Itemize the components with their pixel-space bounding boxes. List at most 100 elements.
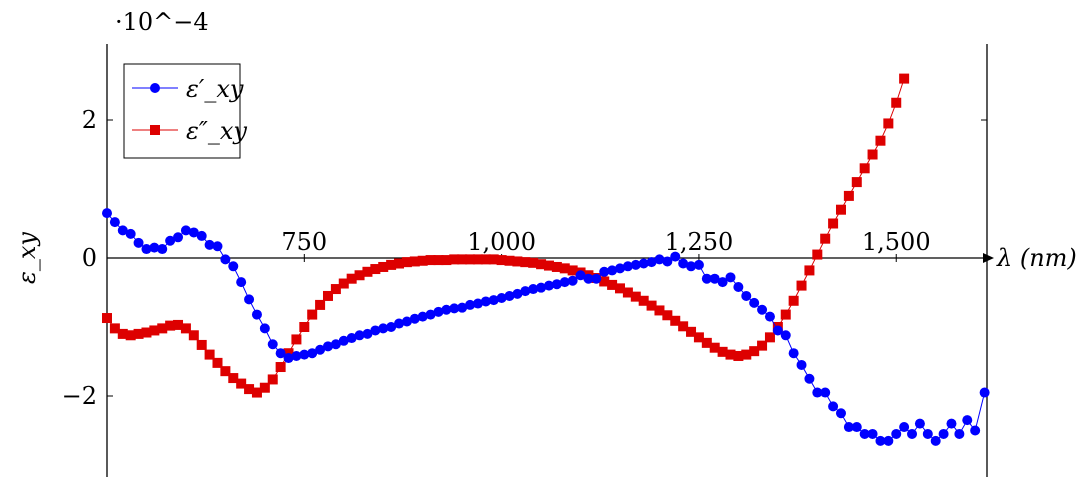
x-axis-title: λ (nm) xyxy=(996,244,1077,272)
data-point xyxy=(330,284,341,295)
data-point xyxy=(520,257,531,268)
data-point xyxy=(433,255,444,266)
data-point xyxy=(693,259,704,270)
data-point xyxy=(496,255,507,266)
data-point xyxy=(962,415,973,426)
data-point xyxy=(725,349,736,360)
data-point xyxy=(117,328,128,339)
data-point xyxy=(701,337,712,348)
data-point xyxy=(141,327,152,338)
data-point xyxy=(891,428,902,439)
data-point xyxy=(804,265,815,276)
data-point xyxy=(457,254,468,265)
data-point xyxy=(204,239,215,250)
data-point xyxy=(472,254,483,265)
data-point xyxy=(764,332,775,343)
data-point xyxy=(173,232,184,243)
data-point xyxy=(543,260,554,271)
data-point xyxy=(551,261,562,272)
data-point xyxy=(425,255,436,266)
data-point xyxy=(693,332,704,343)
data-point xyxy=(259,382,270,393)
data-point xyxy=(433,306,444,317)
data-point xyxy=(338,278,349,289)
data-point xyxy=(654,305,665,316)
data-point xyxy=(322,341,333,352)
data-point xyxy=(788,348,799,359)
data-point xyxy=(883,435,894,446)
data-point xyxy=(307,309,318,320)
data-point xyxy=(409,313,420,324)
data-point xyxy=(828,218,839,229)
data-point xyxy=(662,256,673,267)
data-point xyxy=(220,366,231,377)
data-point xyxy=(520,286,531,297)
data-point xyxy=(307,348,318,359)
data-point xyxy=(315,299,326,310)
y-scale-factor-label: ·10^−4 xyxy=(115,8,209,36)
data-point xyxy=(504,255,515,266)
y-axis-title: ε_xy xyxy=(13,232,41,284)
data-point xyxy=(954,428,965,439)
data-point xyxy=(386,259,397,270)
data-point xyxy=(378,261,389,272)
legend-marker-1 xyxy=(150,83,160,93)
x-tick-label: 1,000 xyxy=(467,228,536,256)
data-point xyxy=(820,387,831,398)
data-point xyxy=(338,335,349,346)
data-point xyxy=(299,349,310,360)
data-point xyxy=(488,295,499,306)
data-point xyxy=(733,281,744,292)
data-point xyxy=(686,261,697,272)
data-point xyxy=(867,149,878,160)
data-point xyxy=(567,275,578,286)
series-line xyxy=(106,212,986,442)
data-point xyxy=(536,282,547,293)
data-point xyxy=(717,346,728,357)
data-point xyxy=(725,272,736,283)
data-point xyxy=(394,258,405,269)
data-point xyxy=(259,323,270,334)
data-point xyxy=(812,387,823,398)
data-point xyxy=(109,217,120,228)
y-ticks: −2 0 2 xyxy=(62,106,987,410)
data-point xyxy=(425,309,436,320)
data-point xyxy=(133,328,144,339)
data-point xyxy=(875,435,886,446)
data-point xyxy=(678,321,689,332)
data-point xyxy=(575,270,586,281)
data-point xyxy=(891,97,902,108)
data-point xyxy=(622,287,633,298)
data-point xyxy=(228,373,239,384)
data-point xyxy=(322,290,333,301)
data-point xyxy=(330,339,341,350)
data-point xyxy=(622,261,633,272)
data-point xyxy=(180,323,191,334)
data-point xyxy=(133,237,144,248)
data-point xyxy=(646,257,657,268)
data-point xyxy=(496,293,507,304)
data-point xyxy=(528,257,539,268)
data-point xyxy=(149,325,160,336)
data-point xyxy=(630,259,641,270)
data-point xyxy=(638,258,649,269)
data-point xyxy=(551,279,562,290)
data-point xyxy=(899,422,910,433)
data-point xyxy=(480,296,491,307)
data-point xyxy=(883,118,894,129)
data-point xyxy=(394,318,405,329)
data-point xyxy=(409,256,420,267)
data-point xyxy=(315,344,326,355)
data-point xyxy=(528,284,539,295)
data-point xyxy=(212,241,223,252)
data-point xyxy=(362,266,373,277)
data-point xyxy=(828,401,839,412)
data-point xyxy=(922,428,933,439)
data-point xyxy=(401,257,412,268)
data-point xyxy=(820,233,831,244)
data-point xyxy=(346,273,357,284)
data-point xyxy=(851,177,862,188)
data-point xyxy=(599,276,610,287)
data-point xyxy=(102,313,112,324)
